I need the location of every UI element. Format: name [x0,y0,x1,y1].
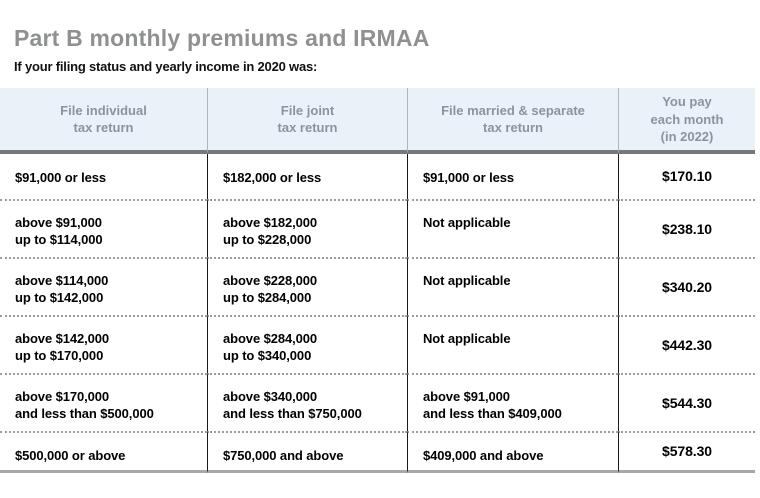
cell-individual-income: $500,000 or above [0,431,207,474]
cell-joint-income: above $182,000 up to $228,000 [207,199,407,258]
cell-individual-income: $91,000 or less [15,170,107,186]
cell-monthly-premium: $170.10 [618,154,755,200]
cell-monthly-premium: $544.30 [618,373,755,432]
table-row: $500,000 or above $750,000 and above $40… [0,431,755,474]
cell-joint-income: above $340,000 and less than $750,000 [207,373,407,432]
cell-married-separate-income: Not applicable [407,199,618,258]
table-row: $91,000 or less $182,000 or less $91,000… [0,154,755,200]
table-row: above $142,000 up to $170,000 above $284… [0,315,755,374]
page-subtitle: If your filing status and yearly income … [14,59,318,75]
table-header-row: File individual tax return File joint ta… [0,88,755,155]
cell-married-separate-income: above $91,000 and less than $409,000 [407,373,618,432]
table-row: above $170,000 and less than $500,000 ab… [0,373,755,432]
cell-joint-income: $750,000 and above [207,431,407,474]
cell-joint-income: $182,000 or less [207,154,407,200]
table-row: above $91,000 up to $114,000 above $182,… [0,199,755,258]
column-header-married-separate-return: File married & separate tax return [407,88,618,155]
column-header-you-pay: You pay each month (in 2022) [618,88,755,155]
cell-monthly-premium: $340.20 [618,257,755,316]
column-header-individual-return: File individual tax return [0,88,207,155]
cell-married-separate-income: $409,000 and above [407,431,618,474]
cell-married-separate-income: Not applicable [407,315,618,374]
cell-joint-income: above $284,000 up to $340,000 [207,315,407,374]
cell-monthly-premium: $442.30 [618,315,755,374]
cell-individual-income: above $170,000 and less than $500,000 [0,373,207,431]
cell-married-separate-income: $91,000 or less [407,154,618,200]
table-row: above $114,000 up to $142,000 above $228… [0,257,755,316]
cell-individual-income: above $142,000 up to $170,000 [0,315,207,373]
cell-joint-income: above $228,000 up to $284,000 [207,257,407,316]
cell-monthly-premium: $238.10 [618,199,755,258]
intro-section: Part B monthly premiums and IRMAA If you… [0,0,760,74]
cell-monthly-premium: $578.30 [618,431,755,474]
page-title: Part B monthly premiums and IRMAA [14,25,430,51]
cell-married-separate-income: Not applicable [407,257,618,316]
column-header-joint-return: File joint tax return [207,88,407,155]
cell-individual-income: above $91,000 up to $114,000 [0,199,207,257]
premiums-irmaa-table: File individual tax return File joint ta… [0,88,755,474]
cell-individual-income: above $114,000 up to $142,000 [0,257,207,315]
